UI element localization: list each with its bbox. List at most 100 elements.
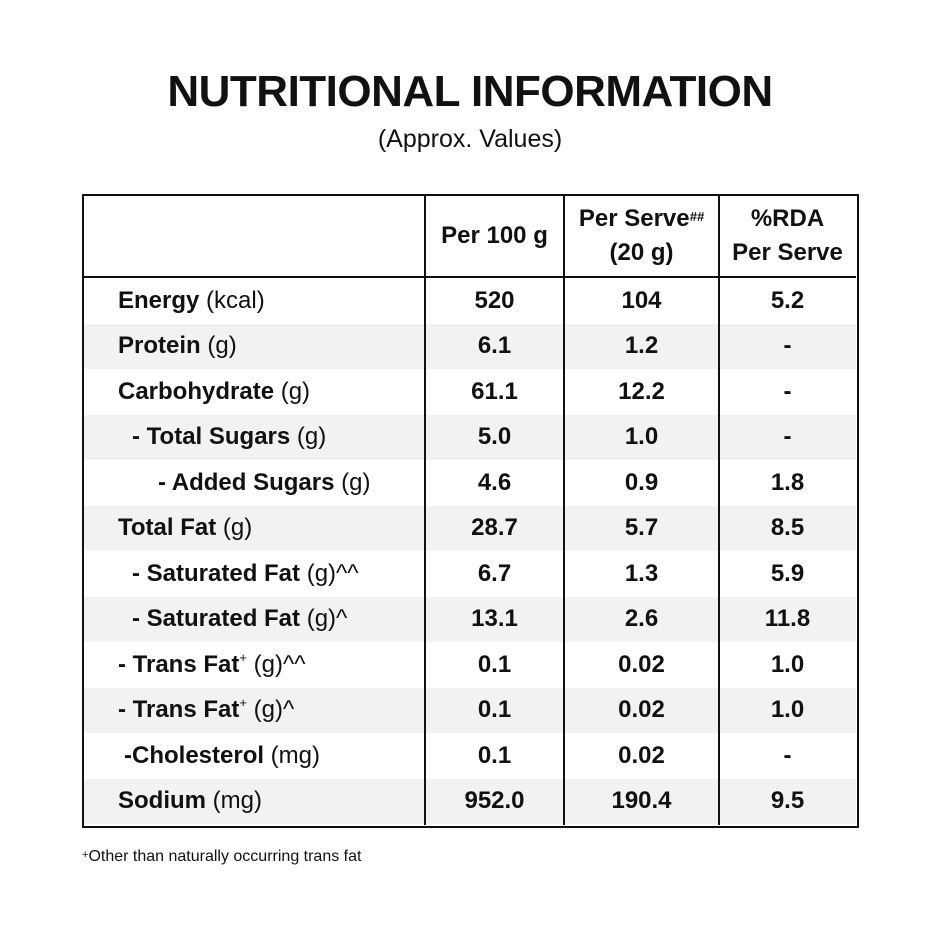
footnote: +Other than naturally occurring trans fa… [82,846,361,868]
footnote-text: Other than naturally occurring trans fat [88,848,362,865]
value-rda: - [783,423,792,451]
table-row: - Saturated Fat (g)^ 13.1 2.6 11.8 [84,596,856,642]
nutrient-unit: (g)^ [246,696,295,724]
value-per-100g: 61.1 [471,377,518,405]
table-row: Protein (g) 6.1 1.2 - [84,323,856,369]
value-rda: 1.0 [770,650,805,678]
header-per-100g-label: Per 100 g [441,222,548,249]
nutrient-unit: (g)^^ [246,650,306,678]
nutrient-label: Sodium (mg) [84,787,425,815]
nutrient-name: Energy [118,286,200,314]
value-per-serve: 190.4 [611,787,672,815]
value-per-100g: 28.7 [471,514,518,542]
table-row: - Saturated Fat (g)^^ 6.7 1.3 5.9 [84,551,856,597]
table-row: -Cholesterol (mg) 0.1 0.02 - [84,733,856,779]
nutrient-label: Energy (kcal) [84,287,425,315]
column-divider [563,196,565,825]
value-rda: 11.8 [764,605,811,633]
nutrient-unit: (g) [290,423,327,451]
column-divider [718,196,720,825]
nutrient-label: Protein (g) [84,332,425,360]
nutrient-label: - Trans Fat+ (g)^ [84,695,425,724]
value-rda: - [783,332,792,360]
value-per-serve: 0.02 [618,696,665,724]
nutrient-name: - Added Sugars [158,468,335,496]
header-per-serve: Per Serve## (20 g) [564,196,719,276]
value-rda: 9.5 [770,787,805,815]
value-per-100g: 0.1 [477,696,512,724]
value-per-100g: 4.6 [477,468,512,496]
table-row: - Added Sugars (g) 4.6 0.9 1.8 [84,460,856,506]
nutrient-name: - Trans Fat [118,696,240,724]
value-rda: - [783,741,792,769]
nutrient-name: Sodium [118,787,206,815]
table-row: Carbohydrate (g) 61.1 12.2 - [84,369,856,415]
table-row: Energy (kcal) 520 104 5.2 [84,278,856,324]
value-per-serve: 5.7 [624,514,659,542]
value-per-serve: 1.2 [624,332,659,360]
header-per-serve-sup: ## [689,209,705,224]
table-row: - Total Sugars (g) 5.0 1.0 - [84,414,856,460]
table-row: Sodium (mg) 952.0 190.4 9.5 [84,778,856,824]
nutrient-name: - Total Sugars [132,423,291,451]
value-per-100g: 6.1 [477,332,512,360]
footnote-sup: + [82,849,89,861]
page-title: NUTRITIONAL INFORMATION [167,67,773,116]
value-rda: 5.2 [770,286,805,314]
nutrient-label: Carbohydrate (g) [84,378,425,406]
nutrient-unit: (g)^^ [300,559,359,587]
table-row: - Trans Fat+ (g)^ 0.1 0.02 1.0 [84,687,856,733]
header-per-serve-text: Per Serve [578,205,690,232]
nutrient-unit: (g) [216,514,253,542]
nutrient-label: - Added Sugars (g) [84,469,425,497]
nutrient-unit: (kcal) [199,286,265,314]
table-row: - Trans Fat+ (g)^^ 0.1 0.02 1.0 [84,642,856,688]
header-per-serve-line1: Per Serve## [579,202,704,236]
value-per-serve: 1.3 [624,559,659,587]
value-per-100g: 13.1 [471,605,518,633]
value-per-100g: 520 [474,286,515,314]
value-per-100g: 5.0 [477,423,512,451]
nutrient-label: -Cholesterol (mg) [84,742,425,770]
value-per-serve: 12.2 [618,377,665,405]
nutrient-label: - Saturated Fat (g)^ [84,605,425,633]
nutrient-sup: + [239,695,247,711]
header-per-100g: Per 100 g [425,196,564,276]
value-per-serve: 0.9 [624,468,659,496]
nutrient-unit: (mg) [264,741,321,769]
value-per-serve: 2.6 [624,605,659,633]
header-rda-line2: Per Serve [732,239,843,266]
page-subtitle: (Approx. Values) [377,125,563,153]
value-rda: 1.0 [770,696,805,724]
value-rda: 8.5 [770,514,805,542]
nutrient-label: - Total Sugars (g) [84,423,425,451]
nutrition-table: Per 100 g Per Serve## (20 g) %RDA Per Se… [82,194,859,828]
nutrient-label: - Saturated Fat (g)^^ [84,560,425,588]
nutrient-unit: (g) [200,332,237,360]
nutrient-name: - Saturated Fat [132,559,301,587]
nutrient-label: - Trans Fat+ (g)^^ [84,649,425,679]
value-per-serve: 0.02 [618,741,665,769]
nutrient-name: - Saturated Fat [132,605,301,633]
nutrient-name: Protein [118,332,201,360]
value-per-100g: 0.1 [477,650,512,678]
nutrient-sup: + [239,649,247,665]
value-per-serve: 0.02 [618,650,665,678]
value-per-100g: 6.7 [477,559,512,587]
value-per-serve: 1.0 [624,423,659,451]
nutrient-unit: (g) [334,468,371,496]
nutrient-name: Carbohydrate [118,377,275,405]
nutrient-name: - Trans Fat [118,650,240,678]
nutrient-unit: (g)^ [300,605,348,633]
nutrient-name: Total Fat [118,514,217,542]
nutrient-unit: (g) [274,377,311,405]
value-rda: - [783,377,792,405]
value-rda: 5.9 [770,559,805,587]
table-header: Per 100 g Per Serve## (20 g) %RDA Per Se… [84,196,856,278]
value-per-serve: 104 [621,286,662,314]
value-per-100g: 0.1 [477,741,512,769]
table-row: Total Fat (g) 28.7 5.7 8.5 [84,505,856,551]
nutrient-name: -Cholesterol [124,741,265,769]
value-per-100g: 952.0 [464,787,525,815]
header-rda-line1: %RDA [750,205,825,232]
